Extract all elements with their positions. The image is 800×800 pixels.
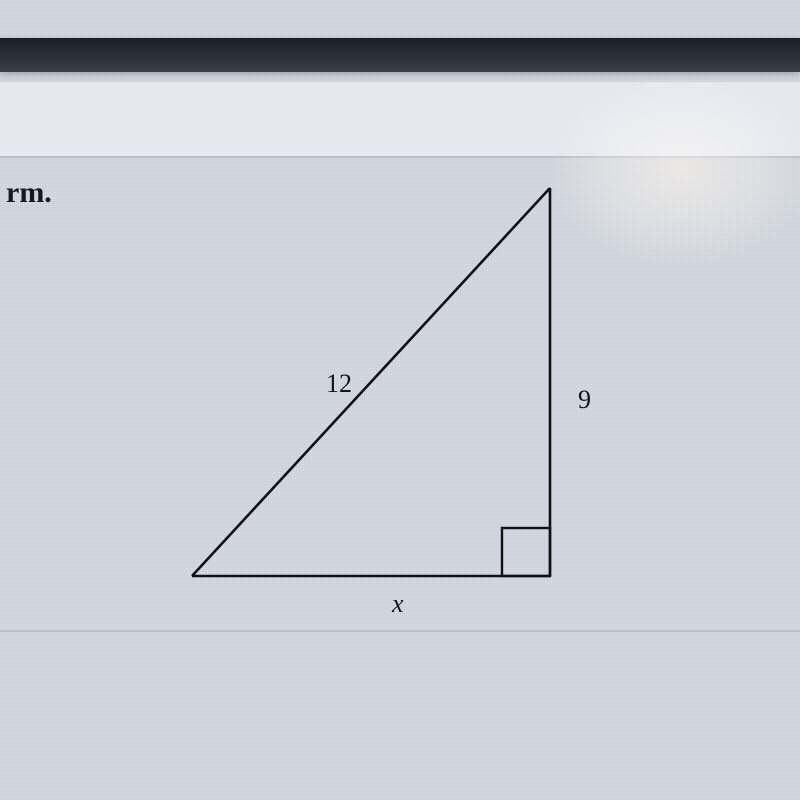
triangle-diagram: 12 9 x xyxy=(130,178,690,618)
vertical-leg-label: 9 xyxy=(578,385,591,414)
toolbar-band xyxy=(0,82,800,158)
content-divider-top xyxy=(0,156,800,158)
hypotenuse-label: 12 xyxy=(326,369,352,398)
content-divider-bottom xyxy=(0,630,800,632)
question-text-fragment: rm. xyxy=(6,176,52,210)
right-angle-marker xyxy=(502,528,550,576)
base-leg-label: x xyxy=(391,589,404,618)
window-titlebar xyxy=(0,38,800,72)
hypotenuse-line xyxy=(192,188,550,576)
